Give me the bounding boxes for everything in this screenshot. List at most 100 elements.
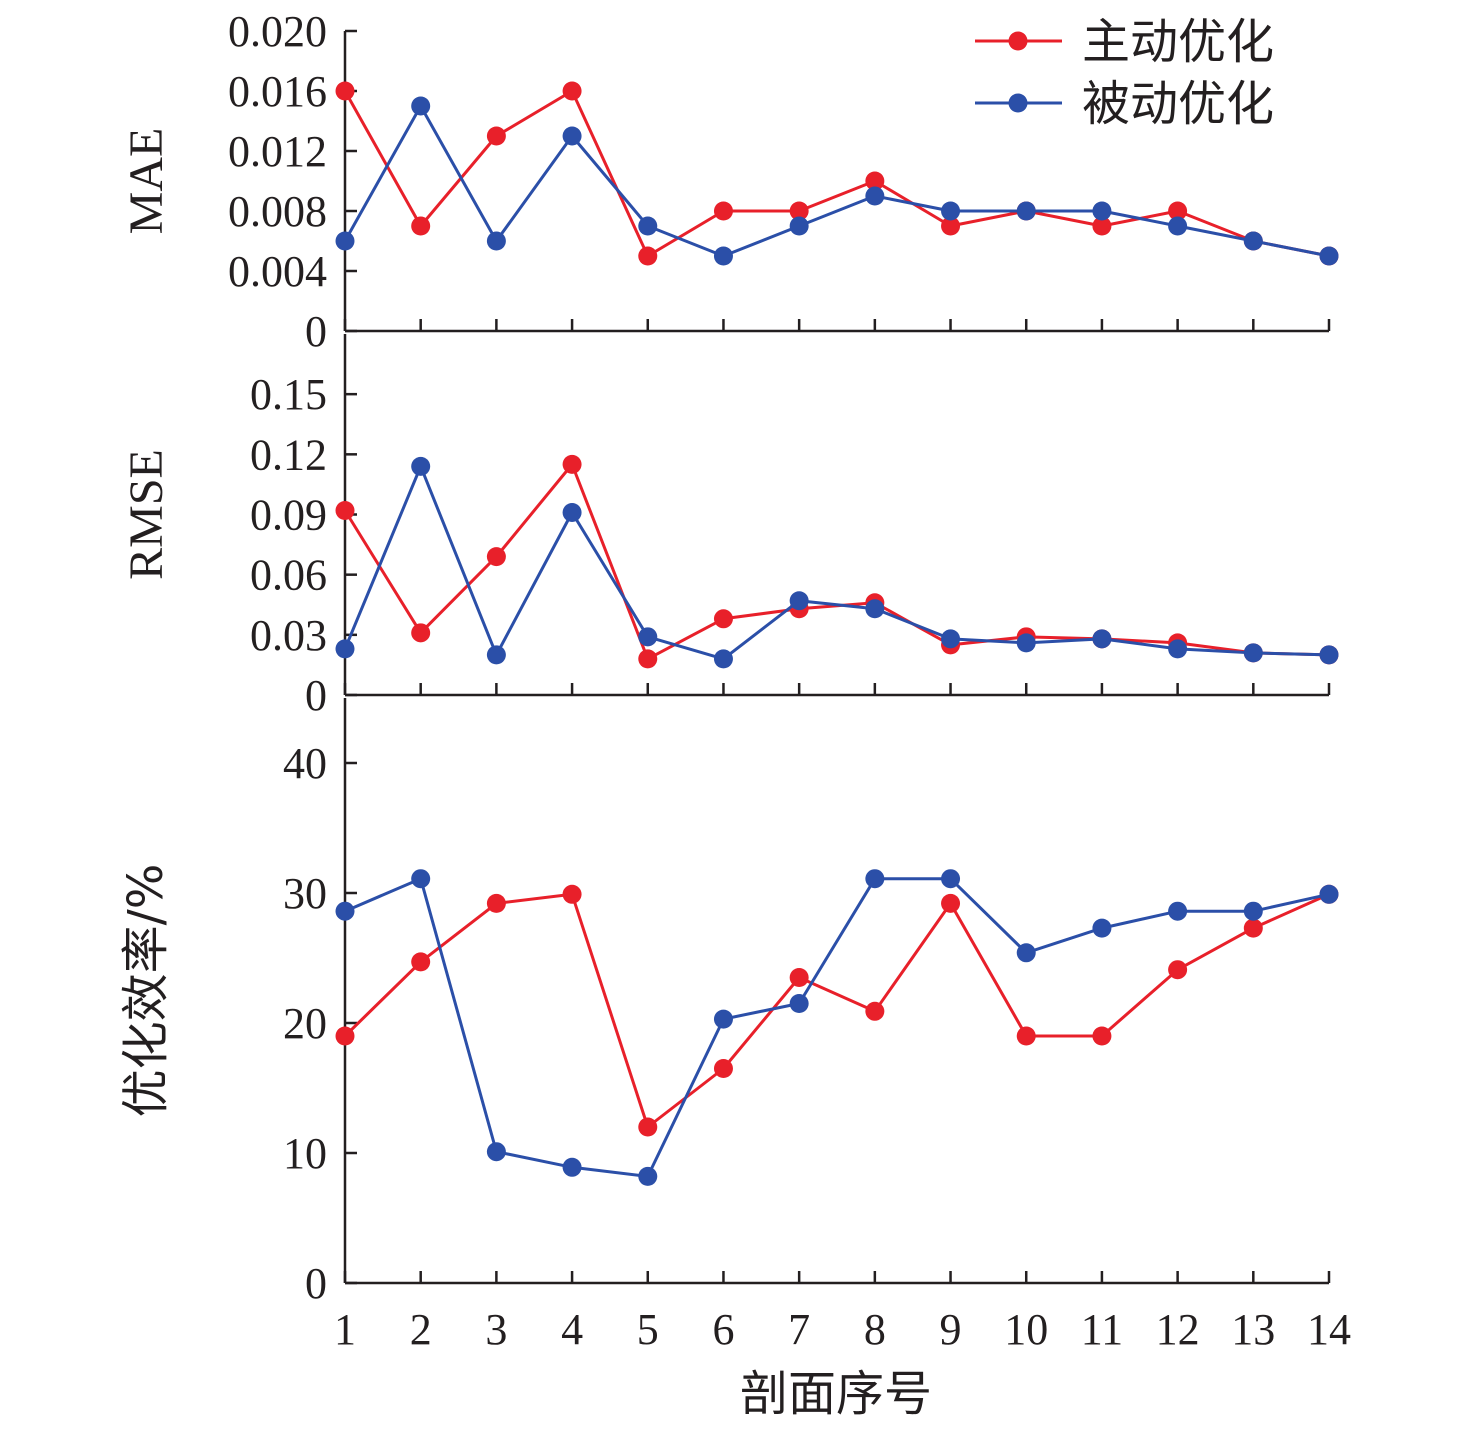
data-point [486,1142,506,1162]
y-tick-label: 0.15 [250,370,327,419]
data-point [1168,201,1188,221]
y-tick-label: 0.03 [250,611,327,660]
data-point [335,1026,355,1046]
y-tick-label: 30 [283,869,327,918]
data-point [789,591,809,611]
y-tick-label: 0.008 [228,187,327,236]
y-tick-label: 0.09 [250,491,327,540]
x-tick-label: 14 [1307,1305,1351,1354]
legend-marker [1008,93,1028,113]
y-tick-label: 0.004 [228,247,327,296]
data-point [335,639,355,659]
data-point [638,627,658,647]
data-point [1168,960,1188,980]
y-tick-label: 0.06 [250,551,327,600]
x-tick-label: 6 [712,1305,734,1354]
data-point [335,901,355,921]
data-point [1016,943,1036,963]
data-point [1243,643,1263,663]
data-point [713,1009,733,1029]
series-line [343,104,1330,258]
x-axis-title: 剖面序号 [740,1366,932,1422]
data-point [713,649,733,669]
data-point [713,201,733,221]
data-point [713,1059,733,1078]
y-tick-label: 0.012 [228,127,327,176]
legend-entry: 被动优化 [975,76,1274,132]
data-point [1016,201,1036,221]
data-point [411,869,431,889]
data-point [638,246,658,266]
data-point [789,201,809,221]
y-tick-label: 0 [305,307,327,356]
data-point [335,81,355,101]
data-point [638,649,658,669]
x-tick-label: 7 [788,1305,810,1354]
x-tick-label: 10 [1004,1305,1048,1354]
legend-label: 主动优化 [1082,14,1274,70]
data-point [486,231,506,251]
x-axis: 1 2 3 4 5 6 7 8 9 10 11 12 13 14 [334,1305,1351,1354]
data-point [941,893,961,913]
data-point [1092,216,1112,236]
x-tick-label: 4 [561,1305,583,1354]
y-tick-label: 0 [305,671,327,720]
data-point [941,869,961,889]
x-tick-label: 11 [1081,1305,1123,1354]
series-active [335,884,1339,1137]
series-passive [335,869,1339,1186]
data-point [486,645,506,665]
x-tick-label: 2 [410,1305,432,1354]
y-tick-label: 10 [283,1129,327,1178]
y-tick-label: 0.016 [228,67,327,116]
data-point [562,126,582,146]
data-point [941,629,961,649]
y-tick-label: 20 [283,999,327,1048]
series-line [343,464,1330,661]
data-point [941,216,961,236]
data-point [713,246,733,266]
data-point [1243,231,1263,251]
y-tick-label: 0.12 [250,430,327,479]
legend-entry: 主动优化 [975,14,1274,70]
data-point [411,456,431,476]
y-axis-title: RMSE [120,449,173,580]
data-point [865,869,885,889]
series-passive [335,456,1339,669]
data-point [486,893,506,913]
legend-label: 被动优化 [1082,76,1274,132]
x-tick-label: 3 [485,1305,507,1354]
data-point [1092,918,1112,938]
series-active [335,454,1339,669]
data-point [1092,629,1112,649]
data-point [562,884,582,904]
data-point [411,96,431,116]
x-tick-label: 1 [334,1305,356,1354]
data-point [335,500,355,520]
data-point [865,599,885,619]
data-point [1243,901,1263,921]
y-tick-label: 0.020 [228,7,327,56]
y-axis-title: 优化效率/% [118,864,174,1118]
series-line [343,892,1330,1129]
data-point [638,1117,658,1137]
data-point [411,952,431,972]
data-point [411,216,431,236]
series-line [344,877,1330,1178]
data-point [1168,901,1188,921]
data-point [486,547,506,567]
data-point [1319,884,1339,904]
data-point [562,81,582,101]
series-line [343,89,1330,258]
data-point [335,231,355,251]
x-tick-label: 5 [637,1305,659,1354]
data-point [1016,1026,1036,1046]
data-point [941,201,961,221]
data-point [1319,645,1339,665]
data-point [486,126,506,146]
data-point [1092,201,1112,221]
panels: 0 0.004 0.008 0.012 0.016 0.020 MAE 0 0.03 0.06 0.… [118,7,1339,1308]
x-tick-label: 12 [1156,1305,1200,1354]
